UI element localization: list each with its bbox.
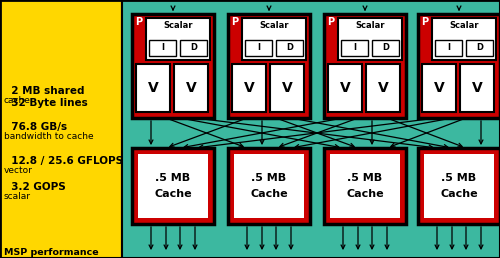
Text: I: I: [257, 44, 260, 52]
Text: scalar: scalar: [4, 192, 31, 201]
Bar: [180, 40, 207, 56]
Text: 76.8 GB/s: 76.8 GB/s: [4, 122, 67, 132]
Bar: [122, 0, 500, 258]
Text: 2 MB shared
  32 Byte lines: 2 MB shared 32 Byte lines: [4, 86, 88, 108]
Bar: [228, 14, 310, 118]
Bar: [149, 40, 176, 56]
Text: Cache: Cache: [346, 189, 384, 199]
Text: I: I: [353, 44, 356, 52]
Text: .5 MB: .5 MB: [442, 173, 476, 183]
Text: V: V: [148, 81, 158, 95]
Bar: [276, 40, 303, 56]
Bar: [0, 0, 122, 258]
Bar: [460, 64, 494, 112]
Bar: [138, 154, 208, 218]
Bar: [372, 40, 399, 56]
Bar: [228, 148, 310, 224]
Bar: [132, 14, 214, 118]
Text: I: I: [447, 44, 450, 52]
Text: bandwidth to cache: bandwidth to cache: [4, 132, 94, 141]
Bar: [270, 64, 304, 112]
Text: V: V: [472, 81, 482, 95]
Bar: [424, 154, 494, 218]
Bar: [418, 148, 500, 224]
Text: Cache: Cache: [154, 189, 192, 199]
Bar: [330, 154, 400, 218]
Bar: [174, 64, 208, 112]
Text: P: P: [327, 17, 334, 27]
Bar: [422, 64, 456, 112]
Bar: [146, 18, 210, 60]
Text: V: V: [282, 81, 292, 95]
Text: D: D: [190, 44, 197, 52]
Bar: [324, 148, 406, 224]
Text: D: D: [286, 44, 293, 52]
Bar: [341, 40, 368, 56]
Bar: [328, 64, 362, 112]
Text: 12.8 / 25.6 GFLOPS: 12.8 / 25.6 GFLOPS: [4, 156, 123, 166]
Text: MSP performance
characteristics: MSP performance characteristics: [4, 248, 98, 258]
Text: Scalar: Scalar: [355, 21, 385, 30]
Text: .5 MB: .5 MB: [156, 173, 190, 183]
Bar: [338, 18, 402, 60]
Bar: [435, 40, 462, 56]
Text: D: D: [382, 44, 389, 52]
Text: .5 MB: .5 MB: [252, 173, 286, 183]
Text: Scalar: Scalar: [163, 21, 193, 30]
Text: P: P: [135, 17, 142, 27]
Text: vector: vector: [4, 166, 33, 175]
Text: Cache: Cache: [250, 189, 288, 199]
Text: Scalar: Scalar: [259, 21, 289, 30]
Bar: [432, 18, 496, 60]
Bar: [136, 64, 170, 112]
Bar: [242, 18, 306, 60]
Bar: [245, 40, 272, 56]
Text: .5 MB: .5 MB: [348, 173, 382, 183]
Text: D: D: [476, 44, 483, 52]
Text: P: P: [231, 17, 238, 27]
Text: Cache: Cache: [440, 189, 478, 199]
Text: V: V: [244, 81, 254, 95]
Bar: [234, 154, 304, 218]
Bar: [324, 14, 406, 118]
Text: Scalar: Scalar: [449, 21, 479, 30]
Bar: [232, 64, 266, 112]
Text: V: V: [434, 81, 444, 95]
Text: V: V: [186, 81, 196, 95]
Text: cache: cache: [4, 96, 31, 105]
Text: V: V: [378, 81, 388, 95]
Bar: [418, 14, 500, 118]
Text: V: V: [340, 81, 350, 95]
Text: 3.2 GOPS: 3.2 GOPS: [4, 182, 66, 192]
Text: I: I: [161, 44, 164, 52]
Bar: [366, 64, 400, 112]
Bar: [466, 40, 493, 56]
Bar: [132, 148, 214, 224]
Text: P: P: [421, 17, 428, 27]
